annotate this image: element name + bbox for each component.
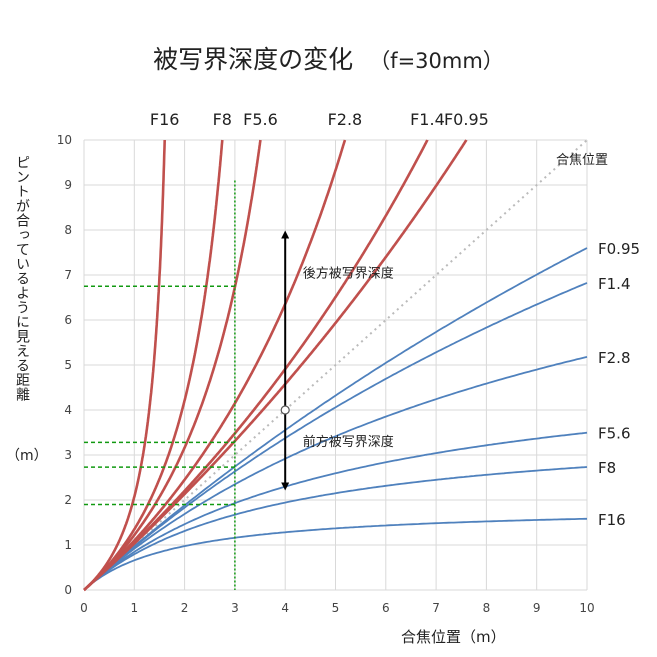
x-tick-label: 1 <box>130 601 138 615</box>
focus-position-label: 合焦位置 <box>556 153 608 168</box>
y-tick-label: 1 <box>64 538 72 552</box>
far-dof-line-f0_95 <box>83 139 468 592</box>
x-tick-label: 7 <box>432 601 440 615</box>
y-tick-label: 4 <box>64 403 72 417</box>
y-axis-unit: （m） <box>6 448 48 464</box>
focus-point-marker <box>280 405 290 415</box>
far-series-label: F8 <box>213 110 232 129</box>
y-tick-label: 7 <box>64 268 72 282</box>
near-series-label: F16 <box>598 511 626 529</box>
x-tick-label: 9 <box>533 601 541 615</box>
y-tick-label: 0 <box>64 583 72 597</box>
y-axis-label: ピントが合っているように見える距離 <box>12 155 36 402</box>
far-dof-annotation: 後方被写界深度 <box>303 265 394 281</box>
y-tick-label: 10 <box>57 133 72 147</box>
x-tick-label: 4 <box>281 601 289 615</box>
x-tick-label: 8 <box>483 601 491 615</box>
x-tick-label: 2 <box>181 601 189 615</box>
x-tick-label: 10 <box>579 601 594 615</box>
near-series-label: F8 <box>598 459 616 477</box>
near-dof-line-f0_95 <box>83 247 588 591</box>
y-tick-label: 5 <box>64 358 72 372</box>
near-dof-line-f8 <box>83 466 588 591</box>
x-tick-label: 3 <box>231 601 239 615</box>
far-series-label: F1.4 <box>410 110 445 129</box>
near-dof-line-f2_8 <box>83 356 588 591</box>
y-tick-label: 9 <box>64 178 72 192</box>
near-dof-line-f1_4 <box>83 282 588 591</box>
near-series-label: F1.4 <box>598 275 630 293</box>
y-tick-label: 6 <box>64 313 72 327</box>
x-axis-label: 合焦位置（m） <box>401 628 506 646</box>
near-dof-line-f5_6 <box>83 431 588 591</box>
far-series-label: F16 <box>150 110 180 129</box>
near-series-label: F2.8 <box>598 349 630 367</box>
chart-subtitle: （f=30mm） <box>369 49 504 73</box>
near-dof-annotation: 前方被写界深度 <box>303 434 394 450</box>
near-dof-line-f16 <box>83 517 587 591</box>
y-tick-label: 8 <box>64 223 72 237</box>
far-series-label: F5.6 <box>243 110 278 129</box>
y-axis-label-text: ピントが合っているように見える距離 <box>14 155 30 402</box>
x-tick-label: 6 <box>382 601 390 615</box>
y-tick-label: 3 <box>64 448 72 462</box>
chart-title-text: 被写界深度の変化 <box>153 45 354 74</box>
far-series-label: F2.8 <box>328 110 363 129</box>
y-tick-label: 2 <box>64 493 72 507</box>
near-series-label: F5.6 <box>598 425 630 443</box>
x-tick-label: 0 <box>80 601 88 615</box>
far-series-label: F0.95 <box>444 110 489 129</box>
near-series-label: F0.95 <box>598 240 640 258</box>
chart-title: 被写界深度の変化 （f=30mm） <box>0 40 657 76</box>
focus-position-line <box>83 139 588 591</box>
x-tick-label: 5 <box>332 601 340 615</box>
